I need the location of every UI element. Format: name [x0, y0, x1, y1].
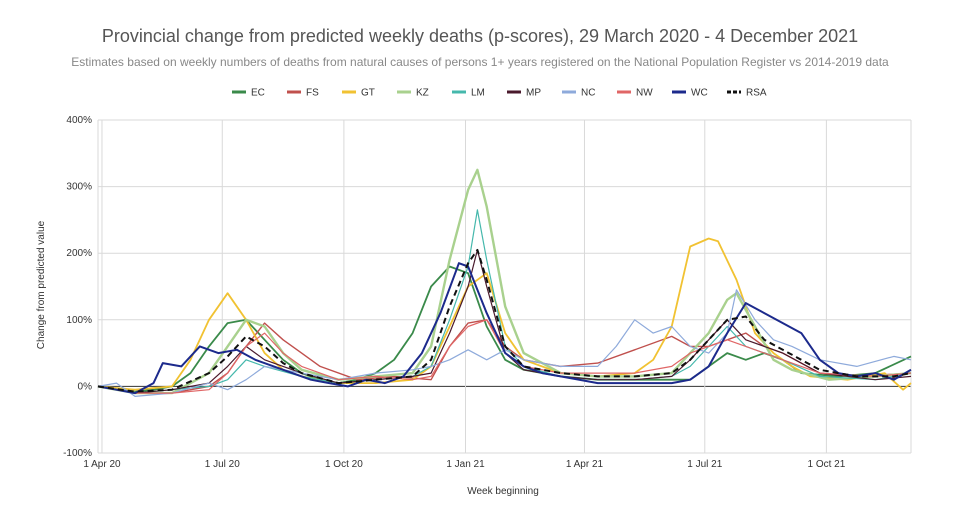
y-tick-label: 100% — [66, 315, 92, 326]
series-line-ec — [97, 265, 912, 393]
x-tick-label: 1 Apr 21 — [566, 459, 604, 470]
series-lines — [97, 168, 912, 397]
legend-label-fs: FS — [306, 88, 319, 99]
legend-label-rsa: RSA — [746, 88, 767, 99]
x-tick-label: 1 Jan 21 — [446, 459, 485, 470]
x-tick-label: 1 Apr 20 — [83, 459, 121, 470]
series-line-kz — [97, 168, 912, 395]
legend-label-nc: NC — [581, 88, 595, 99]
x-tick-label: 1 Jul 20 — [205, 459, 240, 470]
series-line-mp — [97, 249, 912, 394]
y-axis-ticks: -100% 0% 100% 200% 300% 400% — [63, 115, 92, 459]
series-line-wc — [97, 262, 912, 395]
y-tick-label: 300% — [66, 182, 92, 193]
y-tick-label: 400% — [66, 115, 92, 126]
x-axis-label: Week beginning — [467, 486, 539, 497]
legend-label-nw: NW — [636, 88, 653, 99]
y-tick-label: 0% — [78, 381, 93, 392]
series-line-rsa — [97, 248, 912, 393]
y-tick-label: -100% — [63, 448, 92, 459]
legend-label-wc: WC — [691, 88, 708, 99]
chart-title: Provincial change from predicted weekly … — [101, 26, 859, 46]
legend-label-gt: GT — [361, 88, 375, 99]
x-tick-label: 1 Oct 21 — [807, 459, 845, 470]
series-line-gt — [97, 237, 912, 391]
x-tick-label: 1 Jul 21 — [687, 459, 722, 470]
legend-label-mp: MP — [526, 88, 541, 99]
legend: EC FS GT KZ LM MP NC NW WC RSA — [232, 88, 767, 99]
series-line-nc — [97, 289, 912, 397]
y-axis-label: Change from predicted value — [36, 220, 47, 349]
x-tick-label: 1 Oct 20 — [325, 459, 363, 470]
legend-label-lm: LM — [471, 88, 485, 99]
legend-label-kz: KZ — [416, 88, 429, 99]
x-axis-ticks: 1 Apr 20 1 Jul 20 1 Oct 20 1 Jan 21 1 Apr 21… — [83, 459, 845, 470]
grid — [97, 119, 912, 454]
legend-label-ec: EC — [251, 88, 265, 99]
y-tick-label: 200% — [66, 248, 92, 259]
series-line-nw — [97, 319, 912, 394]
chart-subtitle: Estimates based on weekly numbers of dea… — [71, 55, 889, 69]
